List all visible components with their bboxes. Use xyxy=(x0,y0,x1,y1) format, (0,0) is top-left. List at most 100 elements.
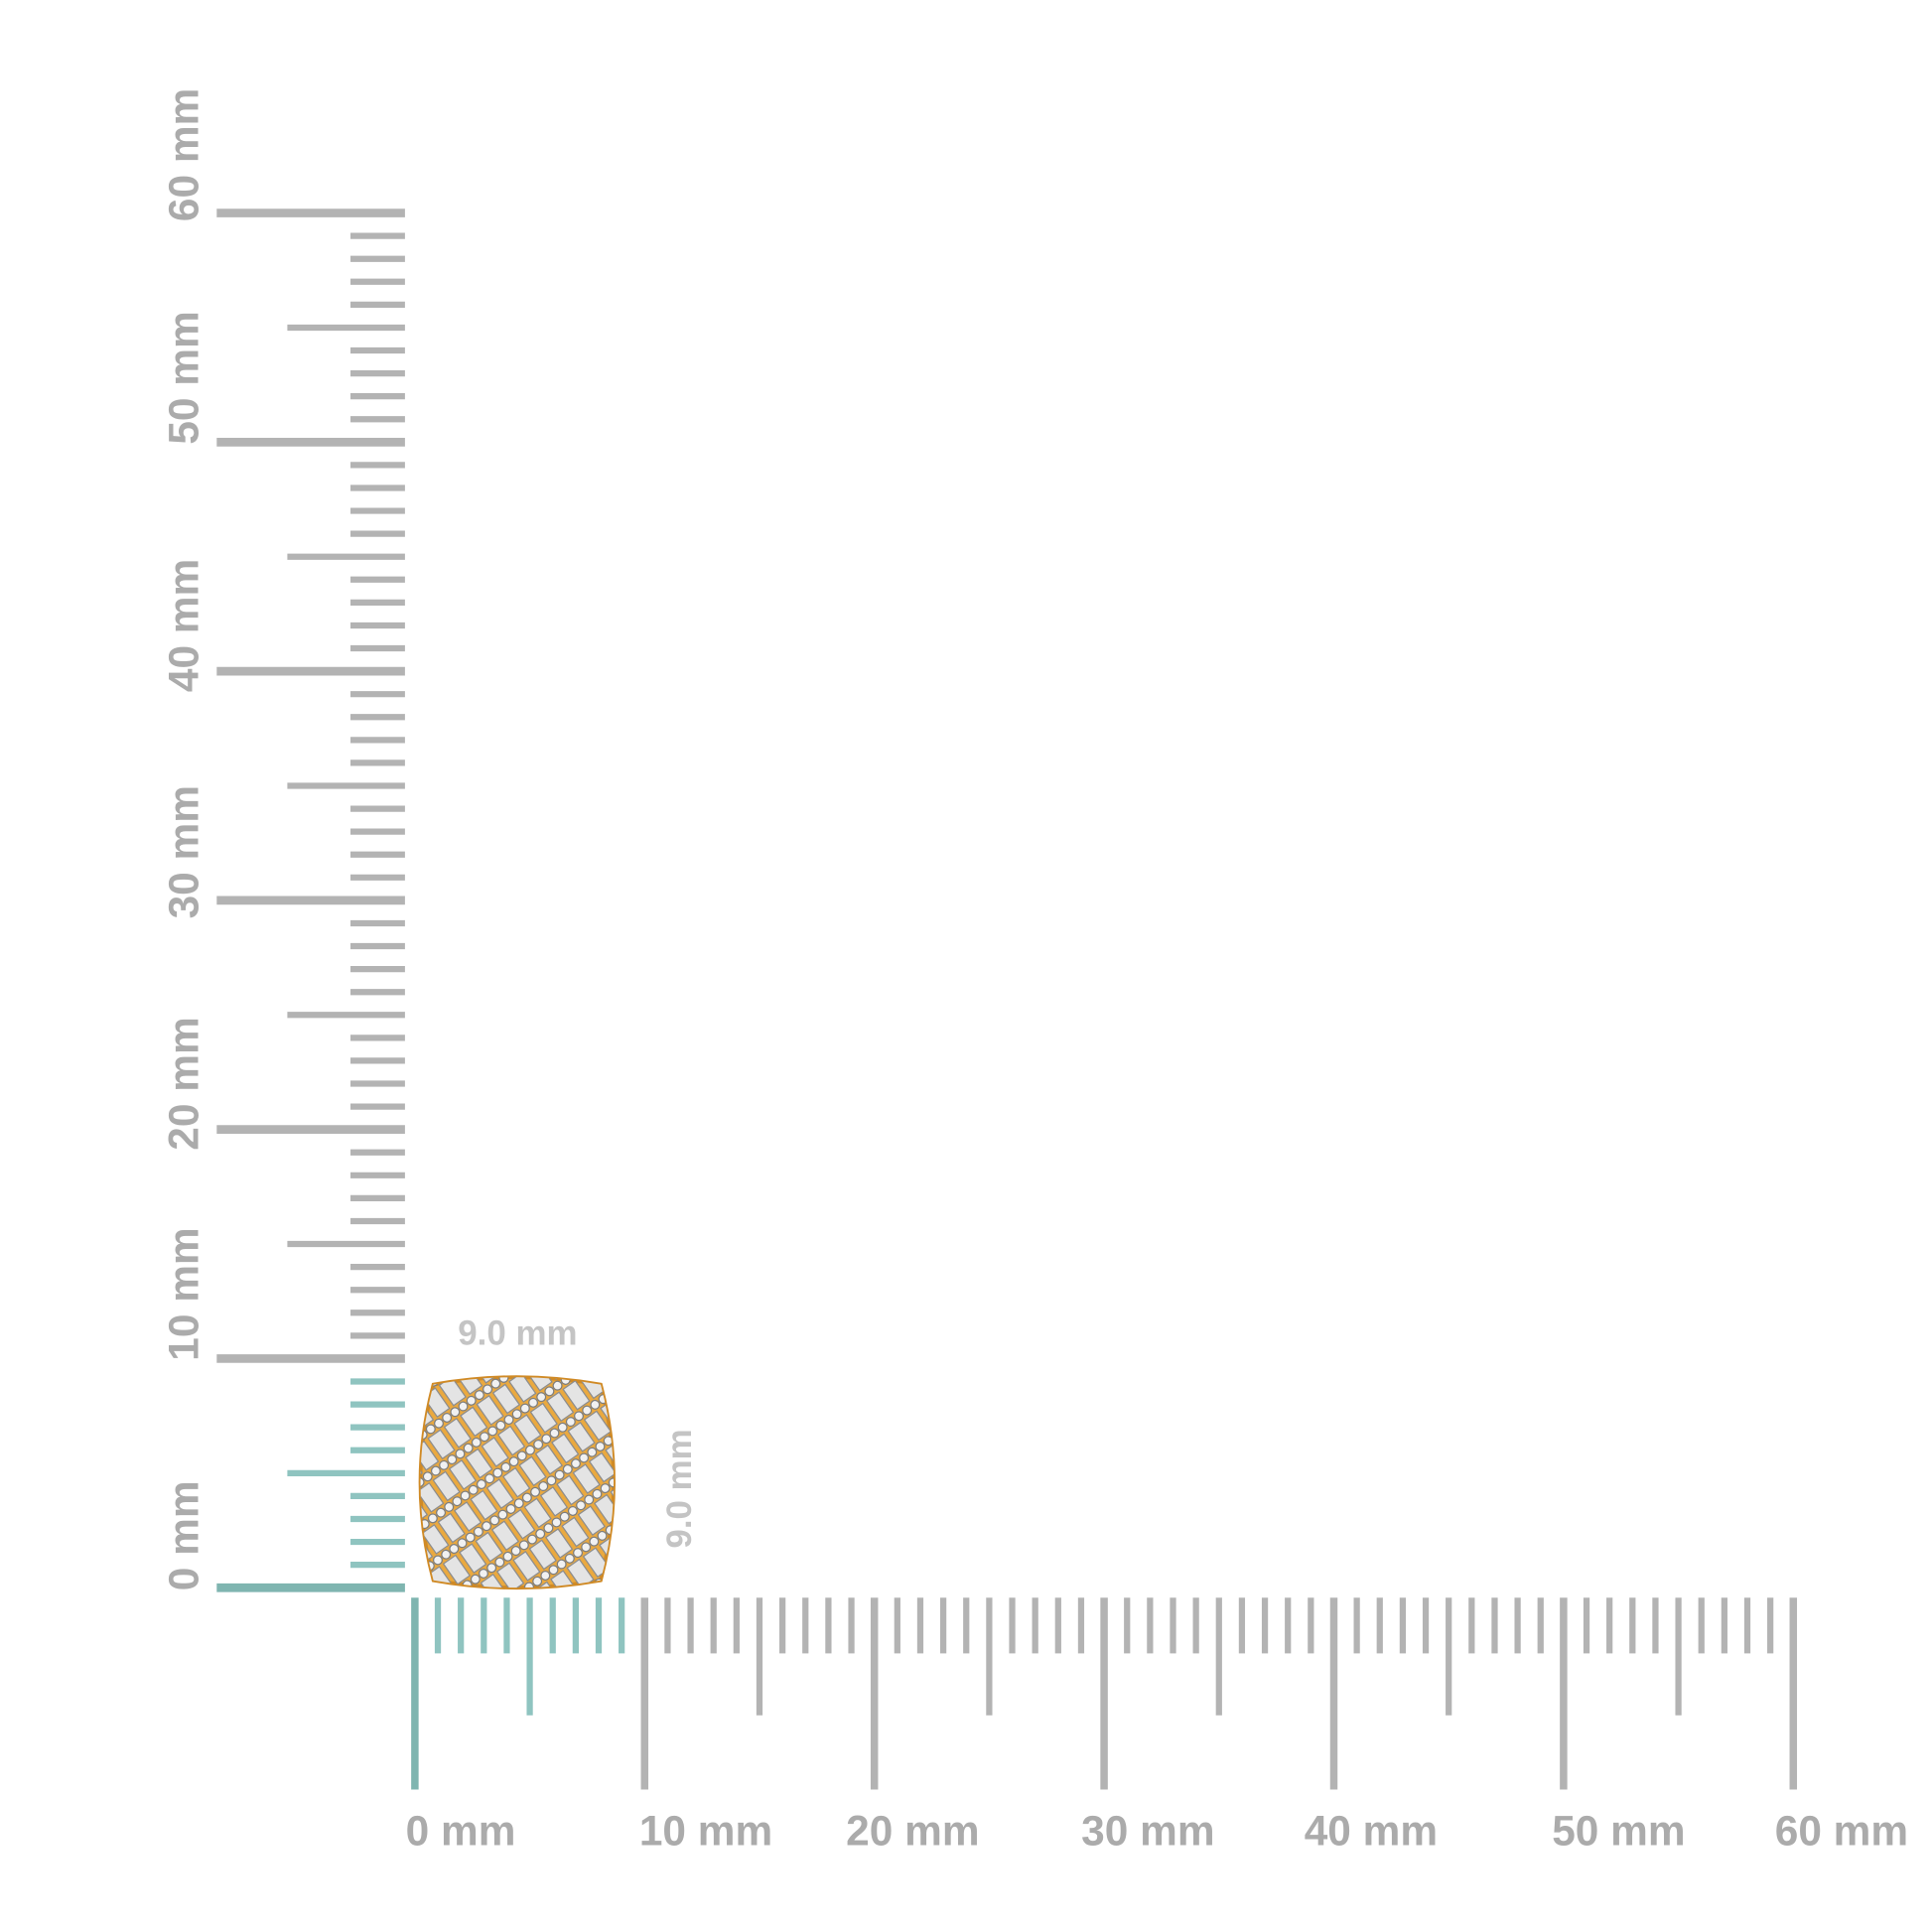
baguette xyxy=(545,1391,575,1423)
round-stone xyxy=(554,1469,565,1480)
rulers: 0 mm 10 mm 20 mm 30 mm 40 mm 50 mm 60 mm 0 mm 10… xyxy=(161,88,1909,1855)
round-stone xyxy=(564,1553,575,1564)
round-stone xyxy=(639,1453,651,1465)
round-stone xyxy=(540,1571,551,1581)
round-stone xyxy=(465,1532,476,1543)
round-stone xyxy=(342,1391,353,1403)
baguette xyxy=(478,1259,504,1288)
round-stone xyxy=(490,1378,501,1389)
round-stone xyxy=(415,1339,427,1351)
round-stone xyxy=(546,1701,558,1713)
baguette xyxy=(507,1508,536,1540)
round-stone xyxy=(502,1551,513,1562)
round-stone xyxy=(512,1271,524,1283)
round-stone xyxy=(618,1560,629,1572)
round-stone xyxy=(444,1364,456,1376)
round-stone xyxy=(633,1549,645,1561)
round-stone xyxy=(494,1557,505,1568)
round-stone xyxy=(498,1377,509,1383)
round-stone xyxy=(439,1459,450,1470)
round-stone xyxy=(574,1411,585,1422)
baguette xyxy=(512,1689,539,1718)
baguette xyxy=(443,1417,473,1449)
round-stone xyxy=(334,1396,345,1408)
baguette xyxy=(442,1554,472,1586)
baguette xyxy=(429,1293,456,1321)
baguette xyxy=(470,1489,498,1521)
round-stone xyxy=(579,1678,591,1690)
round-stone xyxy=(671,1568,683,1580)
round-stone xyxy=(511,1409,522,1420)
round-stone xyxy=(463,1443,474,1453)
round-stone xyxy=(436,1507,447,1518)
round-stone xyxy=(516,1450,527,1461)
round-stone xyxy=(433,1555,443,1566)
baguette xyxy=(513,1414,542,1446)
baguette xyxy=(420,1481,445,1513)
round-stone xyxy=(487,1651,499,1663)
round-stone xyxy=(486,1563,497,1574)
baguette xyxy=(627,1472,654,1501)
baguette xyxy=(529,1402,558,1434)
round-stone xyxy=(452,1358,464,1370)
round-stone xyxy=(444,1501,455,1512)
round-stone xyxy=(445,1590,457,1602)
round-stone xyxy=(532,1576,543,1587)
baguette xyxy=(572,1463,601,1494)
round-stone xyxy=(565,1417,576,1428)
baguette xyxy=(420,1377,430,1388)
baguette xyxy=(588,1451,615,1483)
baguette xyxy=(528,1539,557,1571)
round-stone xyxy=(487,1289,499,1301)
round-stone xyxy=(430,1465,441,1476)
baguette xyxy=(437,1512,466,1544)
round-stone xyxy=(527,1534,538,1545)
round-stone xyxy=(647,1585,659,1596)
round-stone xyxy=(612,1655,623,1667)
baguette xyxy=(453,1501,483,1532)
baguette xyxy=(502,1466,531,1498)
round-stone xyxy=(482,1521,492,1532)
round-stone xyxy=(610,1567,615,1578)
x-ruler-label: 0 mm xyxy=(406,1808,516,1855)
baguette xyxy=(550,1570,579,1588)
baguette xyxy=(471,1377,499,1384)
baguette xyxy=(434,1335,461,1364)
baguette xyxy=(539,1486,569,1517)
round-stone xyxy=(339,1438,350,1449)
round-stone xyxy=(442,1413,453,1423)
round-stone xyxy=(655,1580,667,1591)
round-stone xyxy=(452,1496,463,1507)
round-stone xyxy=(676,1609,688,1621)
baguette xyxy=(321,1415,347,1444)
baguette xyxy=(418,1346,445,1375)
round-stone xyxy=(604,1661,616,1673)
baguette xyxy=(379,1464,406,1493)
round-stone xyxy=(408,1435,420,1447)
round-stone xyxy=(449,1544,460,1555)
baguette xyxy=(364,1338,391,1367)
round-stone xyxy=(473,1526,483,1537)
round-stone xyxy=(480,1294,491,1306)
round-stone xyxy=(427,1513,438,1524)
baguette xyxy=(476,1395,504,1426)
round-stone xyxy=(425,1424,436,1435)
round-stone xyxy=(536,1617,548,1629)
round-stone xyxy=(704,1545,716,1557)
round-stone xyxy=(636,1501,648,1513)
baguette xyxy=(462,1271,488,1300)
round-stone xyxy=(541,1659,553,1671)
round-stone xyxy=(616,1471,627,1483)
baguette xyxy=(491,1658,518,1687)
baguette xyxy=(380,1327,407,1356)
baguette xyxy=(621,1567,647,1595)
round-stone xyxy=(584,1494,595,1505)
baguette xyxy=(515,1278,542,1307)
round-stone xyxy=(490,1603,502,1615)
baguette xyxy=(561,1654,588,1683)
baguette xyxy=(544,1528,574,1559)
baguette xyxy=(495,1562,525,1588)
baguette xyxy=(421,1524,450,1555)
round-stone xyxy=(581,1542,592,1553)
